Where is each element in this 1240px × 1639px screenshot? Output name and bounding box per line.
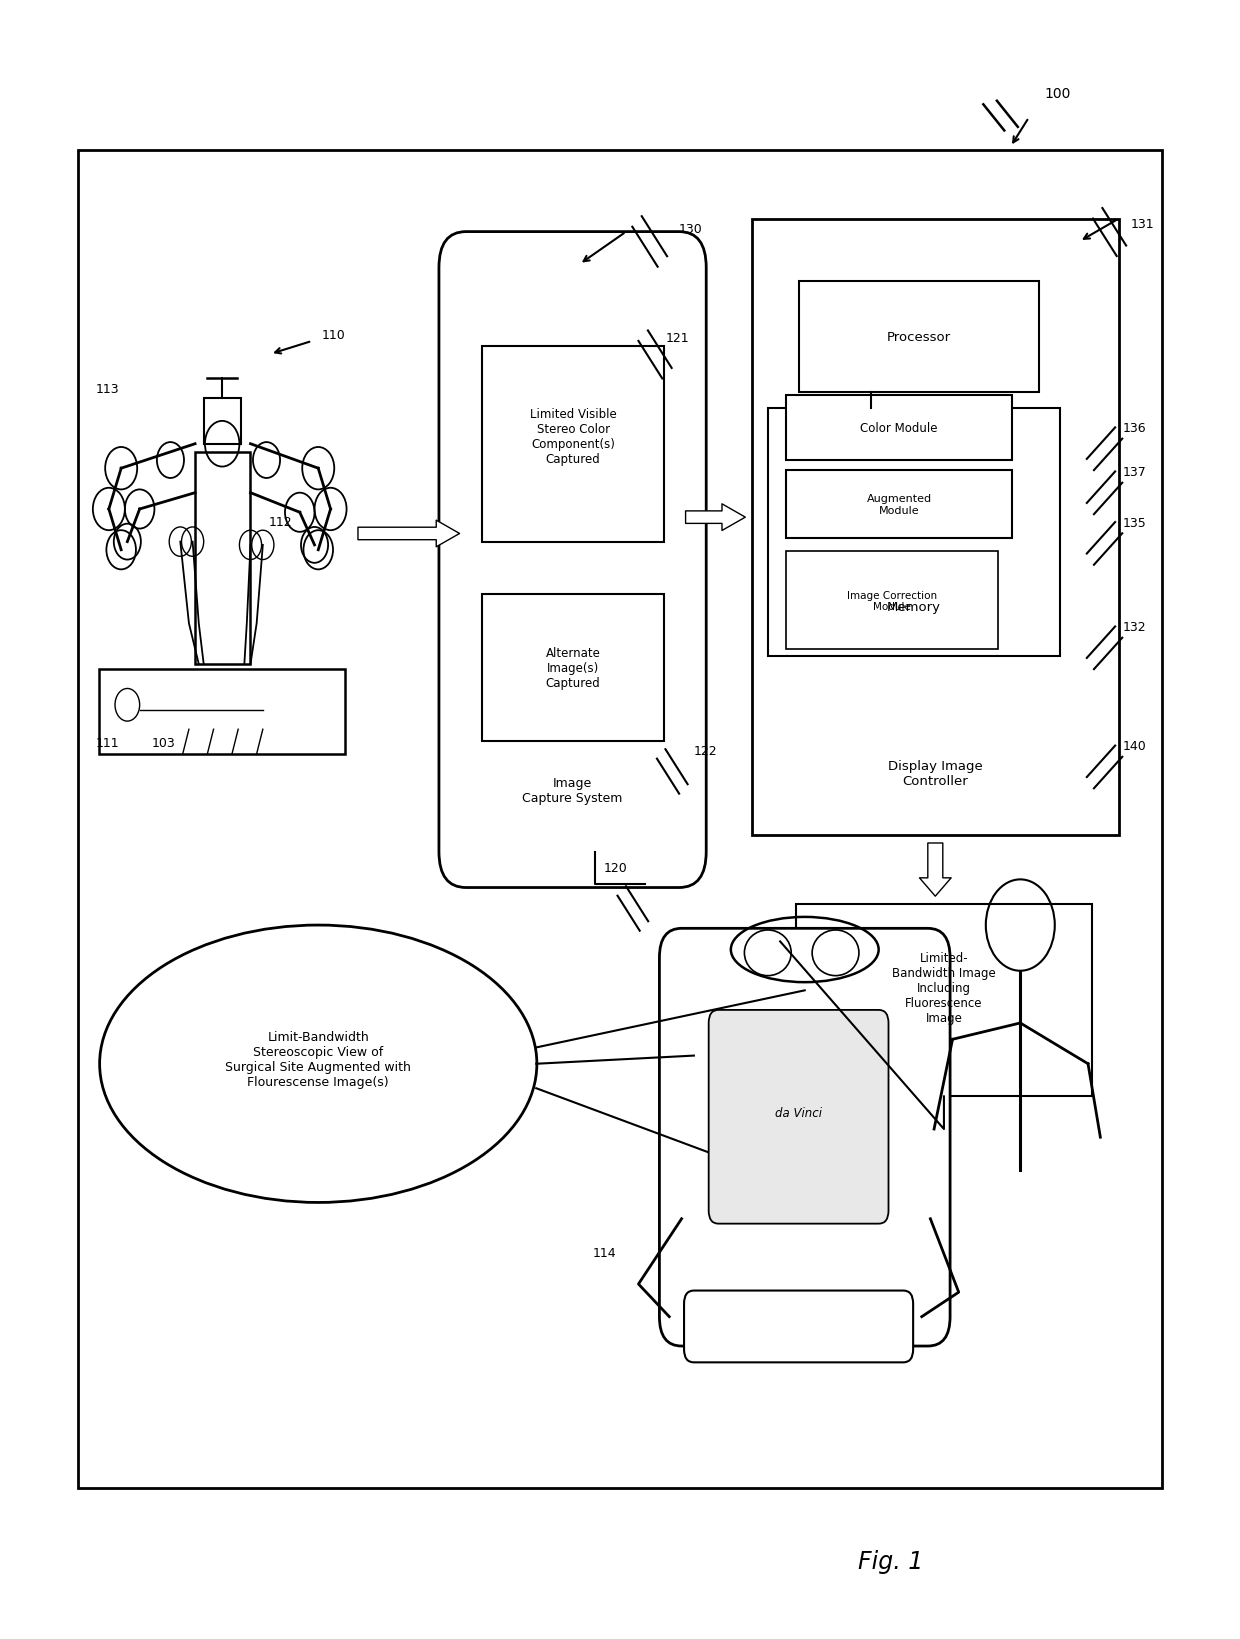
- FancyBboxPatch shape: [684, 1292, 913, 1362]
- Text: 132: 132: [1122, 621, 1146, 634]
- FancyBboxPatch shape: [799, 282, 1039, 392]
- Text: Color Module: Color Module: [861, 421, 937, 434]
- FancyBboxPatch shape: [195, 452, 250, 664]
- Text: 122: 122: [694, 744, 718, 757]
- Text: Augmented
Module: Augmented Module: [867, 493, 931, 516]
- Text: Fig. 1: Fig. 1: [858, 1549, 924, 1573]
- Text: 130: 130: [680, 223, 703, 236]
- Text: 135: 135: [1122, 516, 1146, 529]
- Text: 100: 100: [1045, 87, 1071, 102]
- Text: Limited Visible
Stereo Color
Component(s)
Captured: Limited Visible Stereo Color Component(s…: [529, 408, 616, 465]
- Text: Alternate
Image(s)
Captured: Alternate Image(s) Captured: [546, 646, 600, 690]
- Text: Limited-
Bandwidth Image
Including
Fluorescence
Image: Limited- Bandwidth Image Including Fluor…: [892, 951, 996, 1024]
- FancyBboxPatch shape: [768, 408, 1060, 657]
- Text: 121: 121: [666, 333, 689, 344]
- FancyBboxPatch shape: [482, 595, 665, 741]
- Text: Memory: Memory: [887, 602, 941, 615]
- Text: 111: 111: [95, 736, 119, 749]
- FancyBboxPatch shape: [751, 220, 1118, 836]
- FancyBboxPatch shape: [482, 346, 665, 543]
- FancyBboxPatch shape: [709, 1010, 889, 1224]
- Text: 103: 103: [153, 736, 176, 749]
- Text: 112: 112: [269, 516, 293, 529]
- FancyBboxPatch shape: [786, 470, 1012, 539]
- Text: da Vinci: da Vinci: [775, 1106, 822, 1119]
- Text: 120: 120: [604, 862, 627, 875]
- Text: 137: 137: [1122, 465, 1146, 479]
- Text: Limit-Bandwidth
Stereoscopic View of
Surgical Site Augmented with
Flourescense I: Limit-Bandwidth Stereoscopic View of Sur…: [226, 1031, 412, 1088]
- FancyBboxPatch shape: [660, 929, 950, 1346]
- FancyBboxPatch shape: [99, 669, 345, 754]
- Text: Image
Capture System: Image Capture System: [522, 777, 622, 805]
- Text: 136: 136: [1122, 421, 1146, 434]
- FancyBboxPatch shape: [786, 395, 1012, 461]
- Text: 140: 140: [1122, 739, 1146, 752]
- Text: 113: 113: [95, 382, 119, 395]
- FancyBboxPatch shape: [439, 233, 707, 888]
- Text: 131: 131: [1131, 218, 1154, 231]
- Text: Display Image
Controller: Display Image Controller: [888, 760, 982, 788]
- FancyBboxPatch shape: [78, 151, 1162, 1488]
- Text: Image Correction
Module: Image Correction Module: [847, 590, 937, 611]
- FancyBboxPatch shape: [796, 905, 1091, 1096]
- Text: Processor: Processor: [887, 331, 951, 343]
- Text: 110: 110: [322, 328, 346, 341]
- Text: 114: 114: [593, 1247, 616, 1259]
- FancyBboxPatch shape: [203, 398, 241, 444]
- FancyBboxPatch shape: [786, 552, 998, 651]
